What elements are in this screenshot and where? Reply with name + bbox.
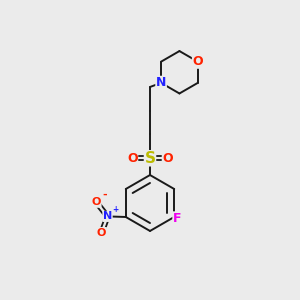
Text: O: O <box>97 228 106 238</box>
Text: F: F <box>173 212 182 225</box>
Text: S: S <box>145 151 155 166</box>
Text: O: O <box>162 152 173 165</box>
Text: O: O <box>127 152 138 165</box>
Text: O: O <box>193 55 203 68</box>
Text: O: O <box>92 197 101 207</box>
Text: -: - <box>102 190 107 200</box>
Text: N: N <box>156 76 166 89</box>
Text: N: N <box>103 212 112 221</box>
Text: +: + <box>112 205 119 214</box>
